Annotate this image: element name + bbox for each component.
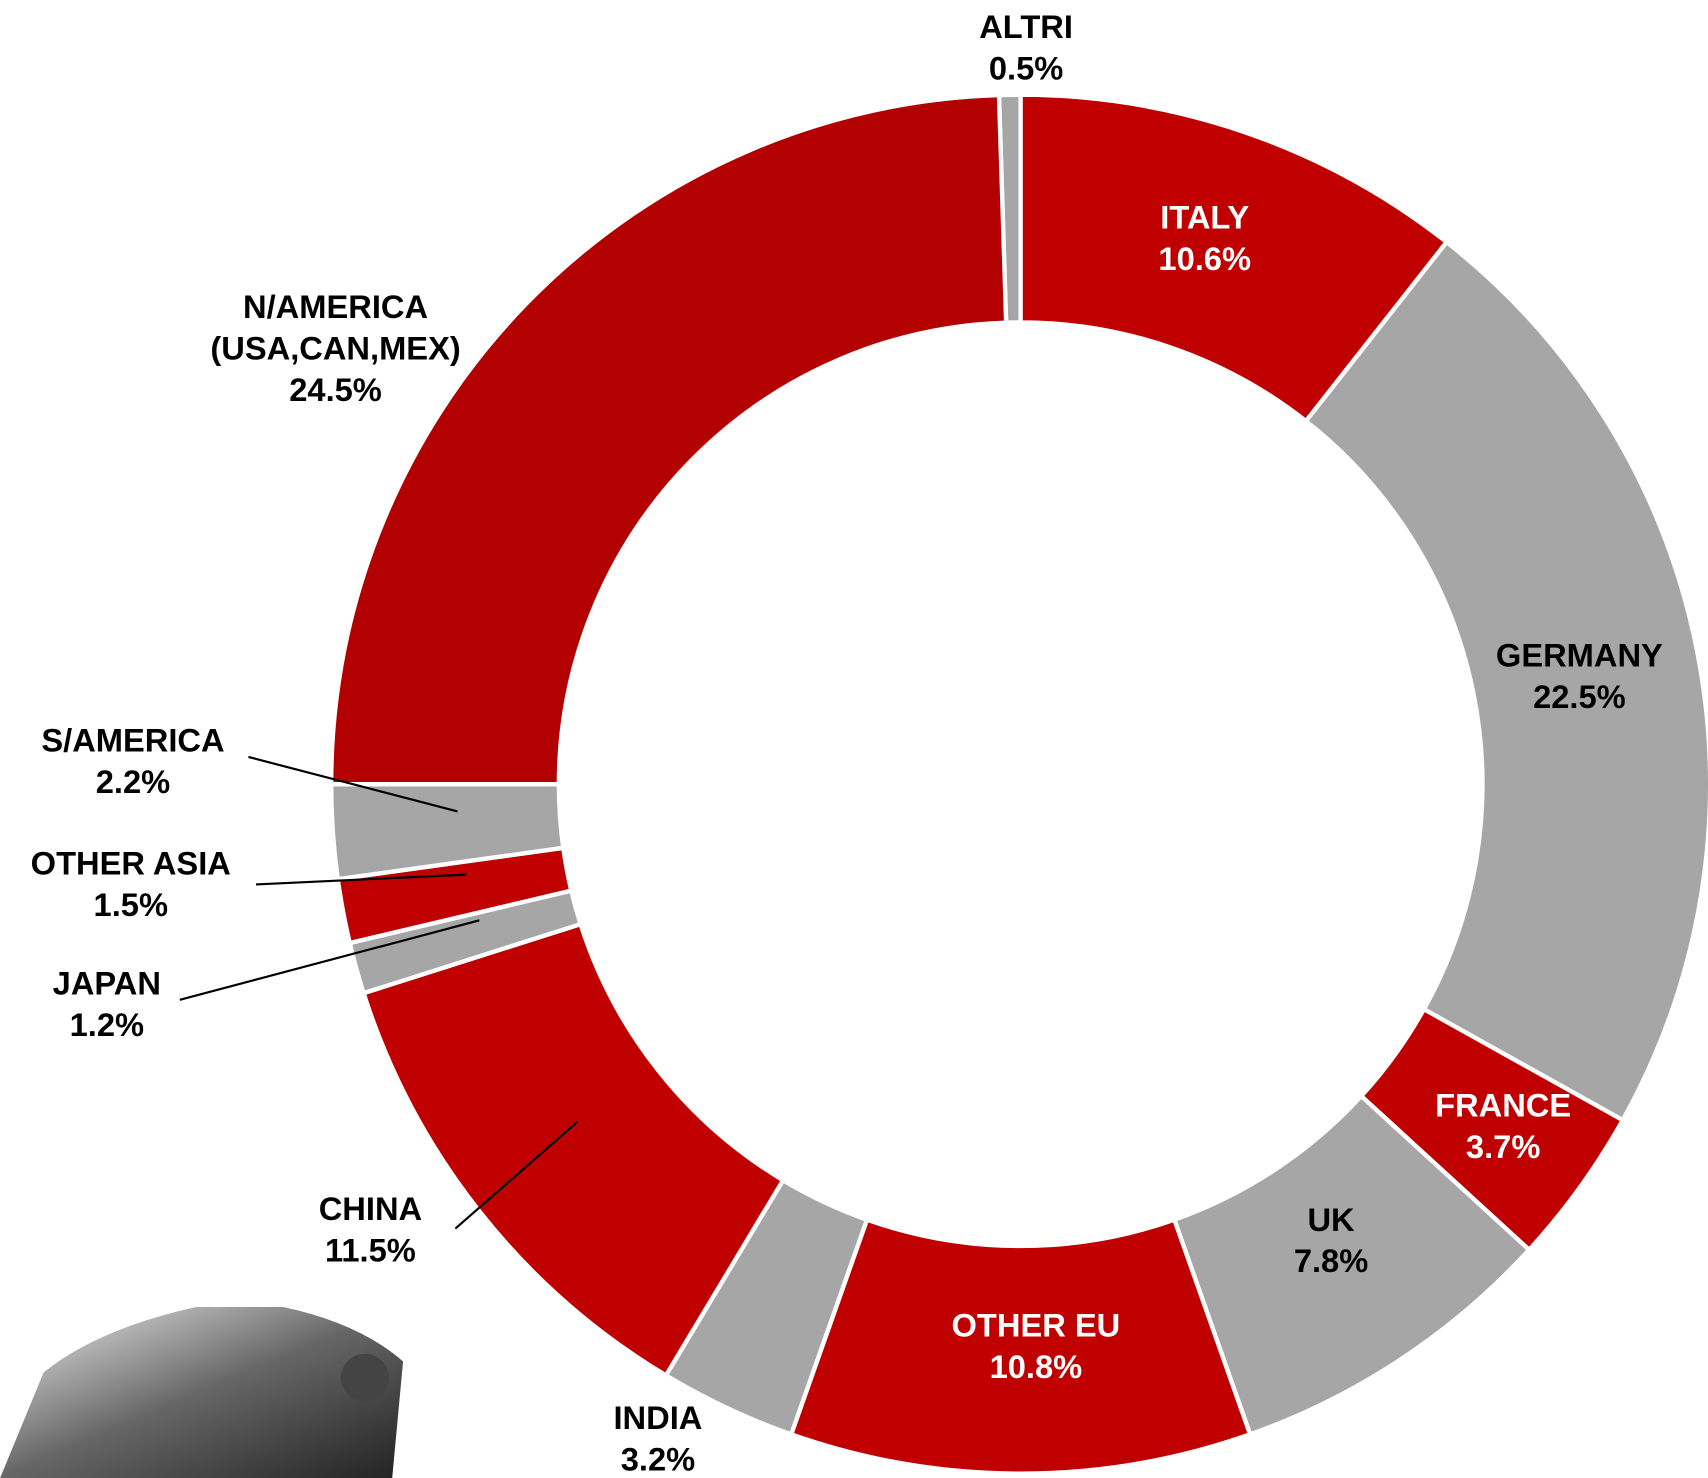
leader-line	[248, 755, 458, 813]
category-label: N/AMERICA (USA,CAN,MEX)	[210, 288, 460, 366]
leader-line	[255, 873, 467, 886]
value-label: 3.7%	[1466, 1128, 1540, 1165]
value-label: 10.6%	[1158, 240, 1251, 277]
leader-line	[454, 1121, 579, 1230]
value-label: 1.5%	[94, 886, 168, 923]
category-label: ALTRI	[979, 8, 1073, 45]
value-label: 10.8%	[990, 1348, 1083, 1385]
category-label: FRANCE	[1435, 1086, 1571, 1123]
category-label: UK	[1307, 1201, 1355, 1238]
category-label: GERMANY	[1496, 637, 1663, 674]
value-label: 0.5%	[989, 50, 1063, 87]
value-label: 3.2%	[621, 1440, 695, 1477]
labels: ALTRI 0.5% ITALY 10.6% GERMANY 22.5% FRANCE 3.7…	[31, 8, 1663, 1477]
value-label: 1.2%	[70, 1006, 144, 1043]
category-label: OTHER ASIA	[31, 845, 231, 882]
decorative-image	[0, 1307, 404, 1478]
category-label: S/AMERICA	[41, 722, 224, 759]
value-label: 22.5%	[1533, 678, 1626, 715]
slice	[329, 92, 1009, 787]
donut	[329, 92, 1708, 1476]
category-label: ITALY	[1160, 199, 1249, 236]
leader-line	[179, 919, 480, 1001]
category-label: OTHER EU	[952, 1306, 1121, 1343]
category-label: INDIA	[613, 1399, 702, 1436]
value-label: 2.2%	[96, 763, 170, 800]
slice	[1302, 239, 1708, 1124]
value-label: 24.5%	[289, 371, 382, 408]
value-label: 7.8%	[1294, 1242, 1368, 1279]
category-label: CHINA	[319, 1190, 422, 1227]
value-label: 11.5%	[325, 1231, 416, 1268]
category-label: JAPAN	[53, 964, 161, 1001]
slice	[788, 1216, 1253, 1476]
